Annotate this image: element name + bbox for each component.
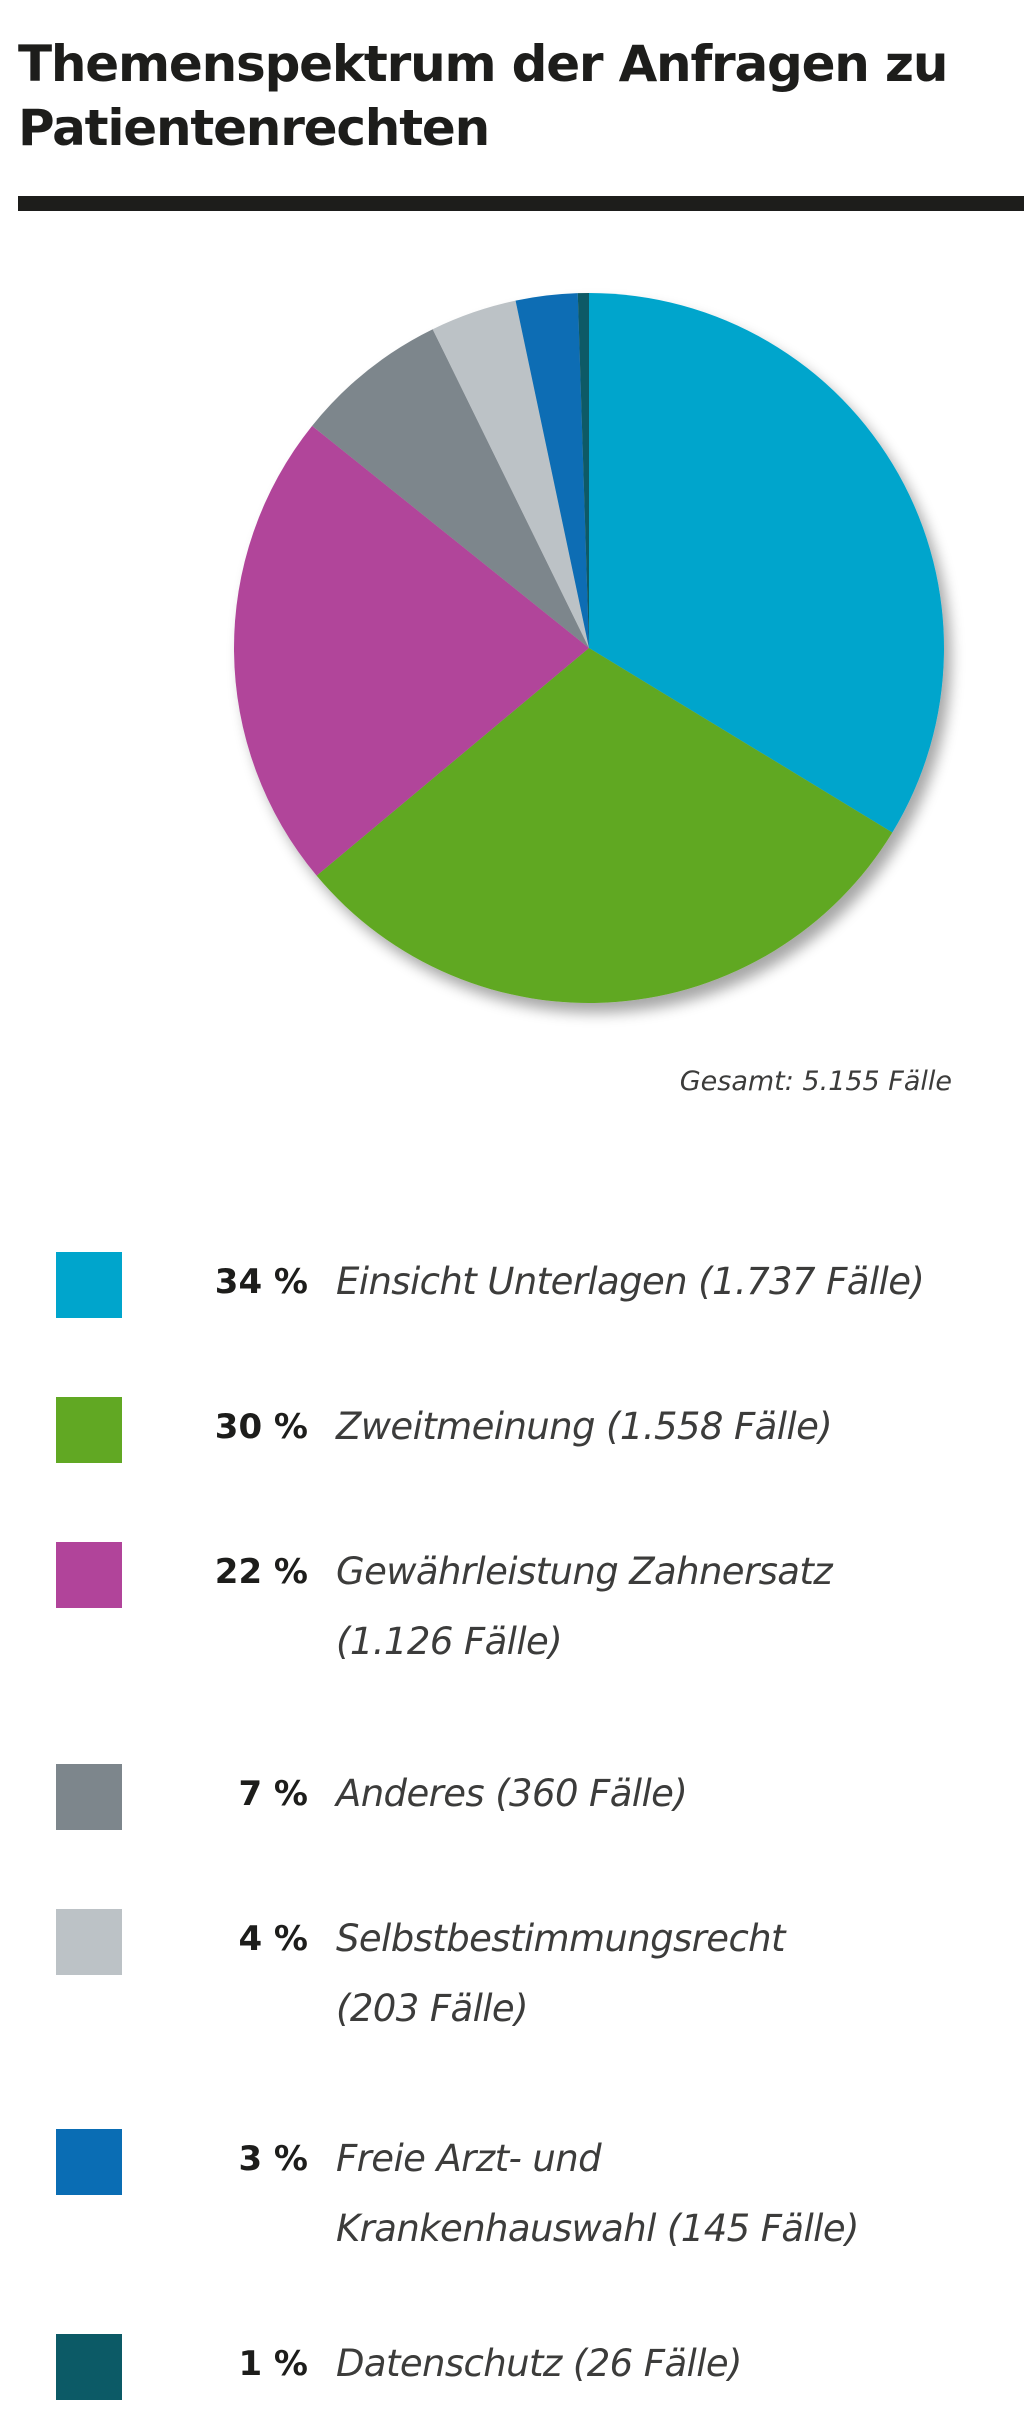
legend-percent: 30 % xyxy=(214,1407,308,1447)
legend-label: Anderes (360 Fälle) xyxy=(336,1759,1016,1829)
chart-title-line-1: Themenspektrum der Anfragen zu xyxy=(18,35,948,93)
legend-label-line: (203 Fälle) xyxy=(336,1987,529,2030)
legend-label: Selbstbestimmungsrecht (203 Fälle) xyxy=(336,1904,1016,2044)
legend-percent: 3 % xyxy=(238,2139,308,2179)
legend-label-line: Anderes (360 Fälle) xyxy=(336,1772,688,1815)
legend-label: Gewährleistung Zahnersatz (1.126 Fälle) xyxy=(336,1537,1016,1677)
legend-percent: 22 % xyxy=(214,1552,308,1592)
legend-label-line: Einsicht Unterlagen (1.737 Fälle) xyxy=(336,1260,925,1303)
pie-chart xyxy=(234,293,944,1003)
legend-label-line: Zweitmeinung (1.558 Fälle) xyxy=(336,1405,833,1448)
pie-slice-arztwahl xyxy=(515,293,589,648)
legend-swatch xyxy=(56,2334,122,2400)
legend-swatch xyxy=(56,2129,122,2195)
legend-label: Einsicht Unterlagen (1.737 Fälle) xyxy=(336,1247,1016,1317)
legend-label-line: Gewährleistung Zahnersatz xyxy=(336,1550,833,1593)
title-divider xyxy=(18,196,1024,211)
pie-slice-gewaehrleistung xyxy=(234,425,589,876)
pie-slice-anderes xyxy=(312,329,589,648)
legend-swatch xyxy=(56,1542,122,1608)
pie-slice-datenschutz xyxy=(577,293,589,648)
total-cases-label: Gesamt: 5.155 Fälle xyxy=(679,1066,952,1097)
legend-swatch xyxy=(56,1397,122,1463)
pie-slice-zweitmeinung xyxy=(316,648,893,1003)
legend-swatch xyxy=(56,1252,122,1318)
legend-label: Freie Arzt- und Krankenhauswahl (145 Fäll… xyxy=(336,2124,1016,2264)
legend-percent: 4 % xyxy=(238,1919,308,1959)
legend-label: Zweitmeinung (1.558 Fälle) xyxy=(336,1392,1016,1462)
legend-label-line: Freie Arzt- und xyxy=(336,2137,602,2180)
legend-label-line: (1.126 Fälle) xyxy=(336,1620,563,1663)
legend-swatch xyxy=(56,1764,122,1830)
legend-percent: 34 % xyxy=(214,1262,308,1302)
legend-percent: 1 % xyxy=(238,2344,308,2384)
legend-label-line: Datenschutz (26 Fälle) xyxy=(336,2342,742,2385)
chart-title-line-2: Patientenrechten xyxy=(18,99,490,157)
legend-label: Datenschutz (26 Fälle) xyxy=(336,2329,1016,2399)
legend-percent: 7 % xyxy=(238,1774,308,1814)
legend-swatch xyxy=(56,1909,122,1975)
legend-label-line: Selbstbestimmungsrecht xyxy=(336,1917,786,1960)
pie-slice-einsicht xyxy=(589,293,944,833)
chart-title: Themenspektrum der Anfragen zu Patienten… xyxy=(18,32,998,160)
legend-label-line: Krankenhauswahl (145 Fälle) xyxy=(336,2207,859,2250)
pie-slice-selbstbestimmung xyxy=(432,300,589,648)
